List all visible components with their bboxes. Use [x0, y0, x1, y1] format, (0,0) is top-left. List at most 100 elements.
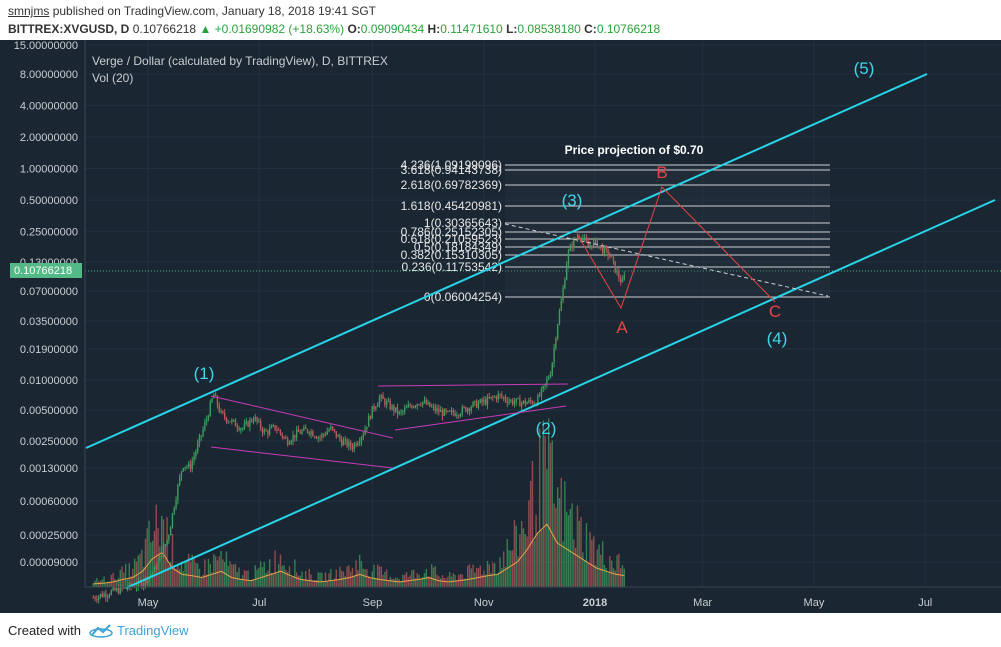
- candle-body: [465, 407, 467, 412]
- volume-bar: [528, 500, 530, 587]
- candle-body: [546, 379, 548, 384]
- volume-bar: [250, 579, 253, 587]
- candle-body: [508, 401, 510, 403]
- publish-line: smnjms published on TradingView.com, Jan…: [8, 4, 376, 18]
- volume-bar: [555, 507, 557, 587]
- candle-body: [592, 240, 595, 248]
- volume-bar: [169, 561, 172, 587]
- volume-bar: [387, 580, 390, 587]
- volume-bar: [522, 528, 525, 587]
- candle-body: [160, 555, 163, 557]
- candle-body: [285, 437, 287, 439]
- candle-body: [220, 411, 222, 413]
- volume-bar: [618, 553, 620, 587]
- candle-body: [204, 422, 206, 430]
- candle-body: [360, 437, 363, 442]
- chart-area[interactable]: 4.236(1.09199096) 3.618(0.94143738) 2.618(…: [0, 40, 1001, 613]
- candle-body: [292, 434, 294, 442]
- candle-body: [430, 406, 433, 408]
- candle-body: [456, 415, 458, 417]
- candle-body: [261, 428, 264, 433]
- volume-bar: [128, 563, 130, 587]
- volume-bar: [281, 565, 283, 587]
- candle-body: [238, 428, 240, 431]
- volume-bar: [511, 550, 514, 587]
- candle-body: [310, 431, 312, 435]
- candle-body: [531, 401, 534, 404]
- candle-body: [187, 463, 190, 467]
- volume-indicator-label: Vol (20): [92, 71, 133, 85]
- candle-body: [103, 593, 105, 597]
- y-tick-label: 15.00000000: [14, 40, 78, 52]
- last-price: 0.10766218: [132, 22, 197, 36]
- candle-body: [270, 426, 273, 429]
- volume-bar: [274, 550, 276, 587]
- price-chart[interactable]: 4.236(1.09199096)3.618(0.94143738)2.618(…: [0, 40, 1001, 613]
- candle-body: [515, 398, 517, 402]
- volume-bar: [385, 569, 388, 587]
- volume-bar: [603, 564, 606, 587]
- candle-body: [378, 397, 381, 405]
- volume-bar: [610, 560, 613, 587]
- volume-bar: [502, 551, 505, 587]
- x-tick-label: May: [804, 597, 825, 609]
- candle-body: [623, 274, 625, 280]
- volume-bar: [394, 577, 397, 587]
- volume-bar: [569, 508, 571, 587]
- volume-bar: [607, 572, 609, 587]
- volume-bar: [268, 559, 271, 587]
- volume-bar: [295, 572, 298, 587]
- volume-bar: [186, 559, 188, 587]
- volume-bar: [362, 568, 364, 587]
- volume-bar: [173, 567, 175, 587]
- volume-bar: [562, 541, 564, 587]
- volume-bar: [429, 576, 431, 587]
- candle-body: [303, 427, 305, 431]
- candle-body: [218, 405, 220, 412]
- wave-2-label: (2): [536, 419, 557, 438]
- volume-bar: [421, 577, 424, 587]
- candle-body: [369, 416, 372, 419]
- low-value: 0.08538180: [517, 22, 581, 36]
- volume-bar: [544, 435, 546, 587]
- tradingview-brand-link[interactable]: TradingView: [117, 623, 189, 638]
- candle-body: [583, 237, 586, 239]
- x-axis[interactable]: May Jul Sep Nov 2018 Mar May Jul: [85, 586, 1001, 609]
- candle-body: [591, 245, 593, 248]
- y-tick-label: 0.25000000: [20, 227, 78, 239]
- y-tick-label: 0.00025000: [20, 530, 78, 542]
- candle-body: [497, 393, 499, 400]
- volume-bar: [294, 559, 296, 587]
- candle-body: [447, 410, 449, 412]
- author-link[interactable]: smnjms: [8, 4, 50, 18]
- x-tick-label: Mar: [693, 597, 712, 609]
- volume-bar: [402, 574, 404, 587]
- candle-body: [510, 400, 512, 402]
- volume-bar: [517, 556, 519, 587]
- volume-bar: [537, 532, 539, 587]
- candle-body: [186, 466, 188, 468]
- candle-body: [234, 419, 237, 427]
- y-tick-label: 0.01900000: [20, 344, 78, 356]
- volume-bar: [137, 555, 139, 587]
- candle-body: [573, 238, 575, 248]
- volume-bar: [263, 562, 265, 587]
- candle-body: [421, 401, 424, 405]
- volume-bar: [452, 573, 454, 587]
- volume-bar: [612, 568, 615, 587]
- candle-body: [544, 383, 546, 386]
- volume-bar: [175, 568, 177, 587]
- fib-level-label: 0(0.06004254): [424, 290, 502, 304]
- candle-body: [283, 436, 285, 438]
- candle-body: [520, 402, 523, 407]
- volume-bar: [241, 575, 244, 587]
- candle-body: [618, 271, 620, 279]
- volume-bar: [198, 568, 201, 587]
- volume-bar: [583, 561, 586, 587]
- candle-body: [205, 419, 208, 423]
- y-axis[interactable]: 15.00000000 8.00000000 4.00000000 2.0000000…: [14, 40, 86, 587]
- volume-bar: [333, 578, 336, 587]
- x-tick-label: Jul: [918, 597, 932, 609]
- volume-bar: [108, 581, 111, 587]
- candle-body: [191, 460, 193, 470]
